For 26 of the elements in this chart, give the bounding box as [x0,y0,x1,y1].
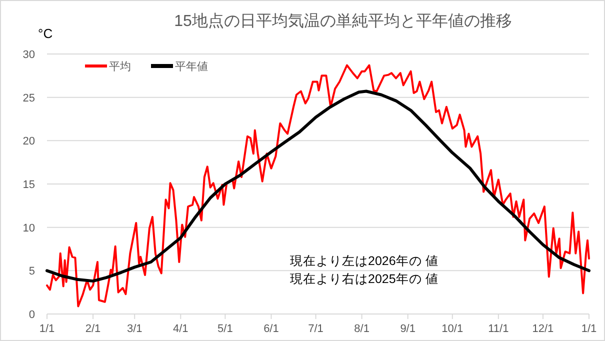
x-tick-label: 4/1 [172,323,188,335]
x-tick-label: 3/1 [126,323,142,335]
x-tick-label: 5/1 [218,323,233,335]
annotation: 現在より右は2025年の 値 [290,272,438,286]
x-tick-label: 7/1 [308,323,324,335]
y-tick-label: 0 [28,309,35,321]
y-axis-title: °C [38,26,53,41]
y-tick-label: 20 [22,136,35,148]
chart-title: 15地点の日平均気温の単純平均と平年値の推移 [174,12,512,30]
y-tick-label: 30 [22,49,35,61]
x-tick-label: 11/1 [488,323,509,335]
y-tick-label: 10 [22,222,35,234]
x-tick-label: 1/1 [39,323,55,335]
y-tick-label: 25 [22,92,35,104]
y-tick-label: 15 [22,179,35,191]
x-tick-label: 2/1 [85,323,101,335]
x-tick-label: 12/1 [532,323,554,335]
x-tick-label: 1/1 [581,323,597,335]
x-tick-label: 8/1 [354,323,370,335]
legend-label: 平均 [109,61,131,73]
legend-label: 平年値 [175,61,208,73]
annotation: 現在より左は2026年の 値 [290,254,438,268]
x-tick-label: 10/1 [442,323,464,335]
x-tick-label: 9/1 [400,323,416,335]
y-tick-label: 5 [28,266,35,278]
x-tick-label: 6/1 [264,323,279,335]
